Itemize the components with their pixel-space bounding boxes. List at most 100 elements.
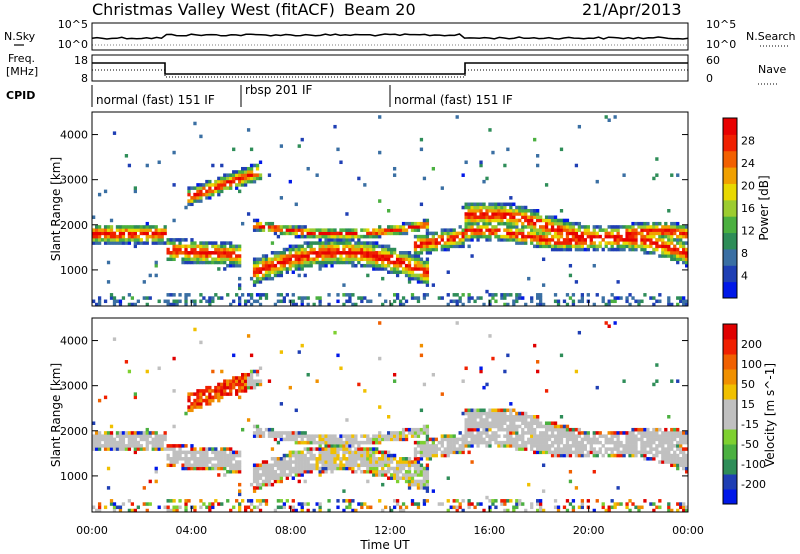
velocity-cell	[136, 447, 140, 451]
power-cell	[470, 225, 474, 229]
power-cell	[536, 296, 540, 300]
velocity-cell	[238, 460, 242, 464]
velocity-cell	[181, 463, 185, 468]
velocity-cell	[392, 476, 397, 480]
velocity-cell	[160, 447, 164, 451]
velocity-cell	[619, 450, 623, 455]
power-cell	[616, 296, 620, 300]
colorbar-tick-label: 15	[741, 398, 755, 411]
power-cell	[407, 280, 412, 284]
velocity-cell	[351, 463, 355, 468]
power-cell	[536, 302, 540, 307]
velocity-cell	[628, 447, 632, 451]
power-cell	[440, 186, 444, 190]
velocity-cell	[220, 463, 224, 468]
velocity-cell	[202, 502, 206, 506]
velocity-cell	[628, 499, 632, 503]
power-cell	[366, 241, 370, 245]
velocity-cell	[235, 460, 239, 464]
power-cell	[238, 260, 242, 265]
velocity-cell	[255, 499, 260, 503]
velocity-cell	[282, 505, 286, 510]
power-cell	[267, 276, 272, 281]
power-cell	[476, 228, 480, 232]
velocity-cell	[559, 353, 564, 358]
velocity-cell	[416, 479, 421, 484]
velocity-cell	[336, 463, 340, 468]
power-cell	[461, 173, 465, 177]
velocity-cell	[214, 457, 218, 461]
velocity-cell	[556, 434, 561, 438]
power-cell	[541, 218, 546, 223]
velocity-cell	[229, 447, 233, 451]
velocity-cell	[238, 508, 242, 513]
velocity-cell	[354, 457, 358, 461]
power-cell	[279, 144, 284, 148]
power-cell	[598, 241, 602, 245]
power-cell	[223, 244, 227, 249]
power-cell	[425, 234, 430, 239]
velocity-cell	[455, 447, 459, 451]
velocity-cell	[536, 508, 540, 513]
power-cell	[348, 251, 352, 255]
power-cell	[530, 212, 534, 216]
velocity-cell	[118, 434, 123, 438]
power-cell	[315, 241, 319, 245]
power-cell	[446, 234, 450, 239]
power-cell	[425, 260, 430, 265]
velocity-cell	[297, 460, 301, 464]
velocity-cell	[166, 505, 170, 510]
velocity-cell	[312, 434, 316, 438]
power-cell	[521, 225, 525, 229]
velocity-cell	[109, 437, 114, 442]
velocity-cell	[392, 466, 397, 471]
velocity-cell	[404, 463, 409, 468]
velocity-cell	[181, 450, 185, 455]
velocity-cell	[309, 453, 313, 458]
y-tick-label: 2000	[60, 219, 88, 232]
velocity-cell	[422, 482, 427, 487]
velocity-cell	[291, 466, 295, 471]
power-cell	[416, 263, 421, 268]
power-cell	[342, 293, 346, 297]
power-cell	[676, 228, 680, 232]
power-cell	[378, 231, 382, 236]
power-cell	[392, 247, 397, 252]
power-cell	[464, 225, 468, 229]
velocity-cell	[157, 505, 161, 510]
velocity-cell	[351, 444, 355, 448]
power-cell	[246, 179, 251, 184]
velocity-cell	[467, 431, 471, 435]
velocity-cell	[178, 505, 182, 510]
power-cell	[193, 196, 197, 200]
velocity-cell	[664, 447, 668, 451]
power-cell	[187, 202, 191, 207]
velocity-cell	[497, 408, 501, 413]
velocity-cell	[616, 434, 620, 438]
power-cell	[610, 244, 614, 249]
power-cell	[294, 263, 298, 268]
velocity-cell	[297, 463, 301, 468]
velocity-cell	[595, 453, 599, 458]
velocity-cell	[553, 440, 558, 445]
power-cell	[476, 231, 480, 236]
power-cell	[276, 293, 281, 297]
power-cell	[631, 221, 635, 226]
power-cell	[637, 231, 641, 236]
power-cell	[255, 221, 260, 226]
velocity-cell	[464, 431, 468, 435]
power-cell	[571, 228, 576, 232]
power-cell	[452, 231, 456, 236]
velocity-cell	[169, 499, 173, 503]
power-cell	[297, 254, 301, 258]
power-cell	[252, 163, 257, 168]
power-cell	[241, 176, 245, 181]
velocity-cell	[112, 508, 117, 513]
velocity-cell	[676, 427, 680, 432]
velocity-cell	[422, 444, 427, 448]
power-cell	[479, 215, 483, 219]
velocity-cell	[479, 424, 483, 429]
power-cell	[238, 302, 242, 307]
power-cell	[258, 221, 263, 226]
power-cell	[354, 231, 358, 236]
